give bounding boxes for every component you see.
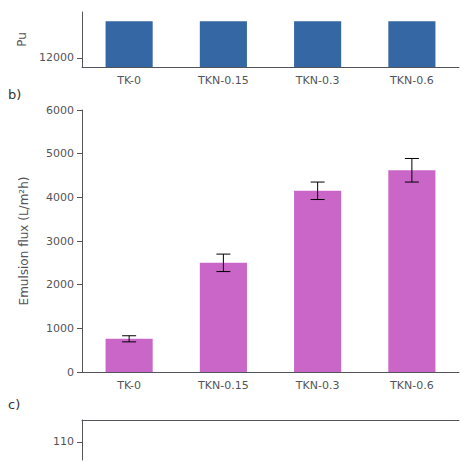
svg-text:b): b) bbox=[8, 87, 21, 102]
svg-text:5000: 5000 bbox=[46, 147, 74, 160]
svg-text:TKN-0.15: TKN-0.15 bbox=[197, 379, 249, 392]
svg-text:c): c) bbox=[8, 397, 20, 412]
svg-text:2000: 2000 bbox=[46, 278, 74, 291]
svg-text:TKN-0.6: TKN-0.6 bbox=[389, 74, 434, 87]
svg-text:TK-0: TK-0 bbox=[116, 74, 141, 87]
svg-text:3000: 3000 bbox=[46, 235, 74, 248]
svg-text:TKN-0.3: TKN-0.3 bbox=[295, 379, 340, 392]
svg-text:TK-0: TK-0 bbox=[116, 379, 141, 392]
svg-text:TKN-0.6: TKN-0.6 bbox=[389, 379, 434, 392]
svg-text:6000: 6000 bbox=[46, 104, 74, 117]
svg-text:Pu: Pu bbox=[15, 32, 29, 47]
svg-text:Emulsion flux (L/m²h): Emulsion flux (L/m²h) bbox=[17, 177, 31, 306]
svg-text:110: 110 bbox=[53, 435, 74, 448]
svg-text:TKN-0.15: TKN-0.15 bbox=[197, 74, 249, 87]
svg-text:4000: 4000 bbox=[46, 191, 74, 204]
svg-text:1000: 1000 bbox=[46, 322, 74, 335]
svg-text:TKN-0.3: TKN-0.3 bbox=[295, 74, 340, 87]
svg-text:12000: 12000 bbox=[39, 51, 74, 64]
svg-text:0: 0 bbox=[67, 366, 74, 379]
